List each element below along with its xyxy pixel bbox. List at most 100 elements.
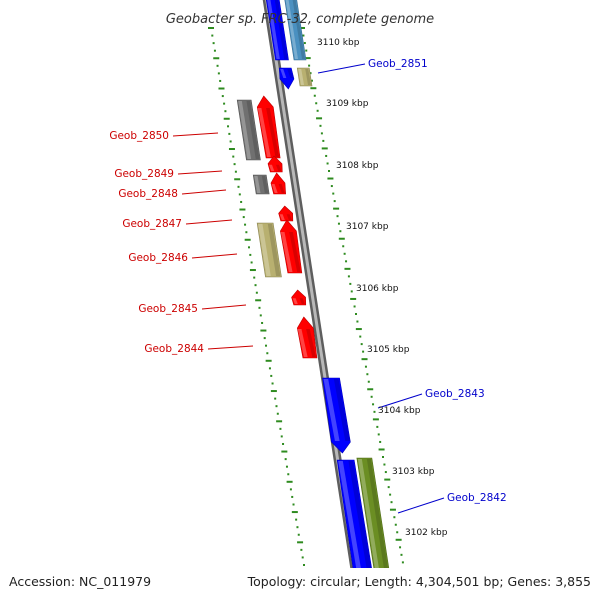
ruler-dot: [349, 282, 352, 285]
ruler-dot: [259, 314, 262, 317]
ruler-dot: [253, 276, 256, 279]
gene-feature[interactable]: [267, 155, 283, 173]
ruler-dot: [217, 72, 220, 75]
ruler-tick: [316, 117, 323, 120]
kbp-label: 3110 kbp: [317, 38, 360, 48]
ruler-dot: [258, 306, 261, 309]
gene-feature[interactable]: [236, 99, 261, 161]
accession-text: Accession: NC_011979: [9, 574, 151, 589]
gene-label-geob_2845[interactable]: Geob_2845: [138, 303, 247, 315]
leader-line: [185, 219, 233, 225]
ruler-dot: [364, 365, 367, 368]
gene-label-geob_2850[interactable]: Geob_2850: [109, 130, 219, 142]
gene-feature[interactable]: [356, 457, 395, 600]
ruler-dot: [310, 79, 313, 82]
ruler-dot: [303, 42, 306, 45]
gene-label-text: Geob_2851: [368, 58, 428, 70]
ruler-dot: [233, 163, 236, 166]
ruler-dot: [249, 253, 252, 256]
gene-feature[interactable]: [278, 67, 295, 90]
gene-feature[interactable]: [322, 377, 351, 454]
gene-feature[interactable]: [296, 316, 318, 359]
ruler-dot: [282, 442, 285, 445]
ruler-tick: [297, 541, 304, 544]
gene-label-text: Geob_2844: [144, 343, 204, 355]
ruler-dot: [336, 215, 339, 218]
ruler-dot: [345, 260, 348, 263]
gene-feature[interactable]: [291, 289, 307, 306]
ruler-dot: [399, 546, 402, 549]
gene-feature[interactable]: [252, 174, 270, 195]
ruler-dot: [379, 440, 382, 443]
ruler-dot: [234, 170, 237, 173]
ruler-dot: [303, 564, 305, 566]
gene-label-text: Geob_2849: [114, 168, 174, 180]
ruler-dot: [320, 132, 323, 135]
kbp-labels: 3110 kbp 3109 kbp 3108 kbp 3107 kbp 3106 kbp…: [317, 38, 461, 599]
ruler-dot: [261, 321, 264, 324]
ruler-dot: [339, 230, 342, 233]
gene-label-geob_2844[interactable]: Geob_2844: [144, 343, 254, 355]
ruler-tick: [260, 329, 267, 332]
ruler-tick: [321, 147, 328, 150]
ruler-tick: [389, 508, 396, 511]
gene-label-geob_2851[interactable]: Geob_2851: [317, 58, 428, 74]
ruler-tick: [249, 269, 256, 272]
gene-label-text: Geob_2842: [447, 492, 507, 504]
gene-feature[interactable]: [280, 219, 303, 274]
gene-feature[interactable]: [284, 0, 307, 61]
leader-line: [177, 170, 223, 175]
gene-label-geob_2846[interactable]: Geob_2846: [128, 252, 238, 264]
ruler-dot: [280, 435, 283, 438]
ruler-dot: [238, 193, 241, 196]
ruler-tick: [239, 208, 246, 211]
ruler-dot: [276, 412, 279, 415]
ruler-dot: [372, 403, 375, 406]
ruler-dot: [384, 471, 387, 474]
gene-feature[interactable]: [270, 172, 286, 195]
ruler-dot: [216, 64, 219, 67]
ruler-dot: [297, 533, 300, 536]
ruler-tracks: [208, 27, 413, 600]
ruler-dot: [271, 382, 274, 385]
gene-feature[interactable]: [336, 459, 376, 600]
ruler-dot: [223, 102, 226, 105]
ruler-dot: [356, 320, 359, 323]
ruler-dot: [362, 350, 365, 353]
ruler-dot: [213, 49, 216, 52]
ruler-dot: [343, 252, 346, 255]
kbp-label: 3105 kbp: [367, 345, 410, 355]
gene-label-geob_2847[interactable]: Geob_2847: [122, 218, 233, 230]
gene-label-text: Geob_2847: [122, 218, 182, 230]
ruler-dot: [376, 425, 379, 428]
leader-line: [191, 253, 238, 259]
gene-label-geob_2843[interactable]: Geob_2843: [377, 388, 485, 409]
gene-feature[interactable]: [256, 95, 281, 159]
ruler-tick: [350, 297, 357, 300]
ruler-dot: [219, 79, 222, 82]
ruler-tick: [372, 418, 379, 421]
ruler-dot: [322, 139, 325, 142]
kbp-label: 3104 kbp: [378, 406, 421, 416]
kbp-label: 3103 kbp: [392, 467, 435, 477]
gene-feature[interactable]: [265, 0, 289, 61]
ruler-tick: [384, 478, 391, 481]
gene-feature[interactable]: [256, 222, 282, 278]
gene-feature[interactable]: [278, 205, 294, 222]
ruler-dot: [353, 305, 356, 308]
gene-label-geob_2848[interactable]: Geob_2848: [118, 188, 227, 200]
ruler-dot: [289, 488, 292, 491]
gene-label-geob_2849[interactable]: Geob_2849: [114, 168, 223, 180]
ruler-dot: [313, 94, 316, 97]
leader-line: [172, 132, 219, 137]
ruler-dot: [254, 284, 257, 287]
gene-label-text: Geob_2843: [425, 388, 485, 400]
ruler-tick: [208, 27, 214, 29]
ruler-dot: [308, 64, 311, 67]
ruler-dot: [221, 95, 224, 98]
ruler-dot: [355, 313, 357, 315]
ruler-tick: [299, 27, 305, 29]
gene-feature[interactable]: [296, 67, 313, 87]
gene-label-geob_2842[interactable]: Geob_2842: [397, 492, 507, 514]
